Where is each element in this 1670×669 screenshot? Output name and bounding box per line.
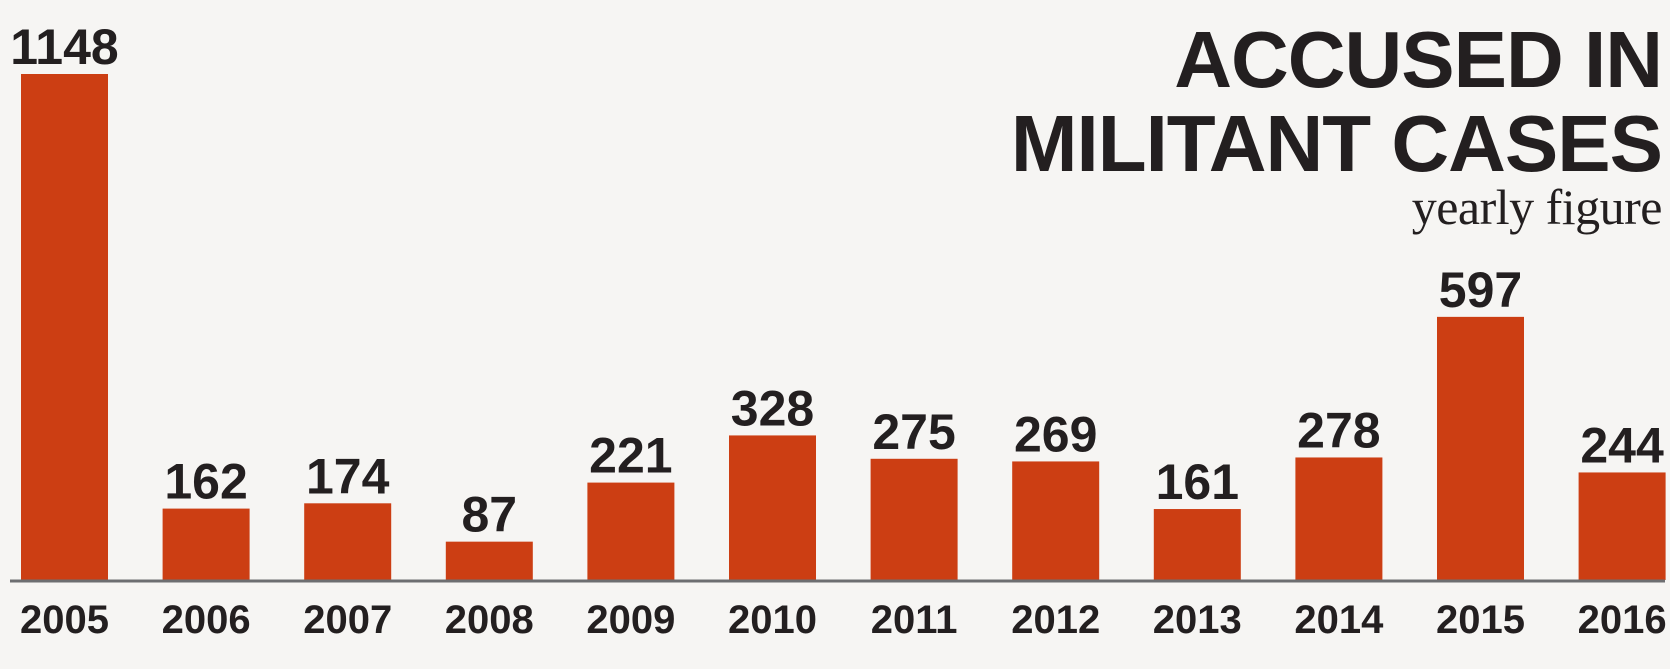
value-label-2013: 161 [1156, 454, 1239, 510]
category-label-2016: 2016 [1578, 598, 1667, 642]
value-label-2008: 87 [461, 487, 517, 543]
chart-title-line-1: ACCUSED IN [1174, 15, 1663, 104]
category-label-2011: 2011 [871, 598, 958, 642]
bar-2012 [1012, 461, 1100, 580]
category-label-2014: 2014 [1294, 598, 1384, 642]
bar-2014 [1295, 457, 1383, 580]
category-label-2006: 2006 [162, 598, 251, 642]
chart-title: ACCUSED IN MILITANT CASES [1010, 15, 1663, 188]
bar-2010 [729, 435, 816, 580]
bar-2009 [587, 482, 675, 580]
category-label-2010: 2010 [728, 598, 817, 642]
value-label-2009: 221 [589, 428, 672, 484]
value-label-2006: 162 [164, 454, 247, 510]
category-label-2008: 2008 [445, 598, 534, 642]
value-label-2015: 597 [1439, 262, 1522, 318]
value-label-2007: 174 [306, 448, 390, 504]
value-label-2012: 269 [1014, 406, 1097, 462]
value-label-2005: 1148 [10, 19, 118, 75]
bar-2015 [1437, 316, 1524, 580]
category-label-2013: 2013 [1153, 598, 1242, 642]
bar-2006 [162, 508, 250, 580]
bar-2005 [21, 74, 108, 580]
bar-2011 [870, 458, 958, 580]
category-label-2007: 2007 [303, 598, 392, 642]
bar-2007 [304, 503, 392, 580]
bar-2008 [445, 541, 533, 580]
value-label-2016: 244 [1580, 417, 1664, 473]
category-label-2005: 2005 [20, 598, 109, 642]
value-label-2011: 275 [872, 404, 955, 460]
value-label-2014: 278 [1297, 402, 1380, 458]
value-label-2010: 328 [731, 380, 814, 436]
bar-2013 [1153, 509, 1241, 580]
chart-title-line-2: MILITANT CASES [1010, 99, 1663, 188]
chart-subtitle: yearly figure [1411, 179, 1663, 235]
category-label-2015: 2015 [1436, 598, 1525, 642]
category-label-2009: 2009 [586, 598, 675, 642]
bar-2016 [1578, 472, 1666, 580]
category-label-2012: 2012 [1011, 598, 1100, 642]
